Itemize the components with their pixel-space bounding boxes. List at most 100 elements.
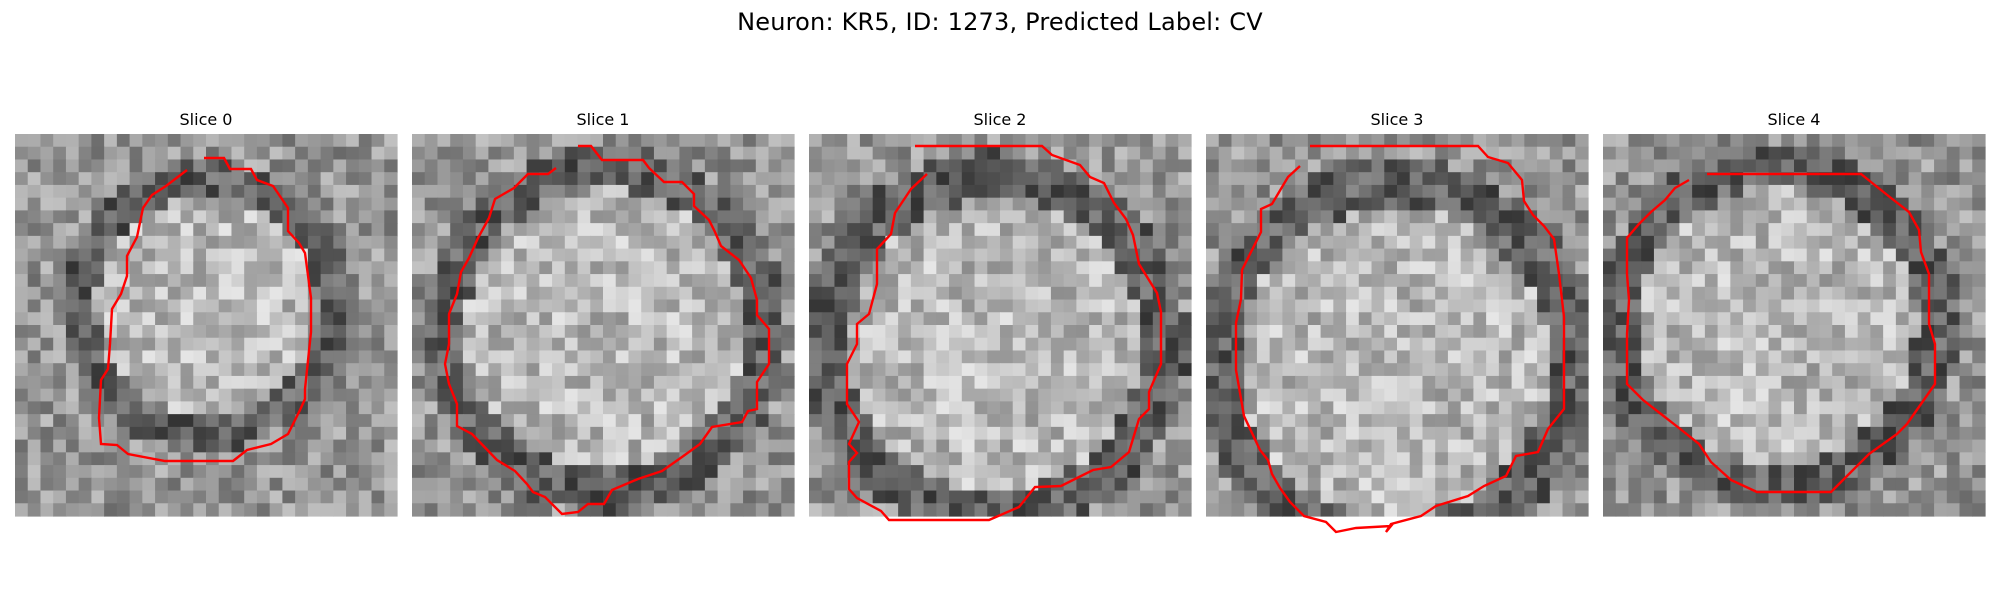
image-pixel	[27, 439, 42, 453]
image-pixel	[1165, 477, 1179, 492]
image-pixel	[666, 184, 680, 199]
image-pixel	[1371, 134, 1385, 148]
image-pixel	[1307, 363, 1322, 377]
image-pixel	[206, 223, 220, 237]
image-pixel	[155, 286, 169, 301]
image-pixel	[1524, 248, 1538, 262]
image-pixel	[704, 426, 719, 441]
image-pixel	[1794, 197, 1808, 211]
image-pixel	[1101, 146, 1116, 161]
image-pixel	[539, 197, 553, 211]
image-pixel	[1256, 312, 1271, 326]
image-pixel	[1447, 299, 1462, 313]
image-pixel	[923, 146, 937, 161]
image-pixel	[615, 312, 630, 326]
image-pixel	[1946, 350, 1961, 364]
image-pixel	[552, 235, 566, 250]
image-pixel	[1358, 146, 1373, 161]
image-pixel	[564, 401, 579, 415]
image-pixel	[180, 375, 194, 390]
image-pixel	[1178, 312, 1192, 326]
image-pixel	[1307, 299, 1322, 313]
image-pixel	[1934, 210, 1948, 224]
image-pixel	[1140, 286, 1154, 301]
image-pixel	[1089, 503, 1103, 517]
image-pixel	[1549, 439, 1564, 453]
image-pixel	[1025, 414, 1039, 428]
image-pixel	[653, 452, 668, 466]
image-pixel	[1653, 134, 1668, 148]
image-pixel	[1972, 325, 1986, 339]
image-pixel	[1152, 223, 1167, 237]
image-pixel	[1320, 146, 1334, 161]
image-pixel	[256, 426, 271, 441]
image-pixel	[155, 159, 169, 173]
image-pixel	[590, 363, 604, 377]
image-pixel	[1498, 337, 1513, 352]
image-pixel	[1562, 337, 1576, 352]
image-pixel	[847, 465, 861, 479]
image-pixel	[679, 401, 693, 415]
image-pixel	[1012, 414, 1027, 428]
image-pixel	[1806, 184, 1821, 199]
image-pixel	[834, 286, 848, 301]
image-pixel	[320, 235, 334, 250]
image-pixel	[961, 477, 976, 492]
image-pixel	[1524, 490, 1538, 504]
image-pixel	[282, 439, 296, 453]
image-pixel	[65, 503, 80, 517]
image-pixel	[1231, 184, 1245, 199]
image-pixel	[692, 223, 706, 237]
image-pixel	[936, 337, 950, 352]
image-pixel	[526, 465, 540, 479]
image-pixel	[1244, 465, 1258, 479]
image-pixel	[666, 375, 680, 390]
image-pixel	[15, 235, 29, 250]
image-pixel	[1152, 274, 1167, 288]
image-pixel	[1972, 350, 1986, 364]
image-pixel	[206, 452, 220, 466]
image-pixel	[1231, 248, 1245, 262]
image-pixel	[1206, 337, 1220, 352]
image-pixel	[1743, 146, 1757, 161]
image-pixel	[834, 184, 848, 199]
image-pixel	[1063, 210, 1077, 224]
image-pixel	[1537, 235, 1551, 250]
image-pixel	[167, 388, 182, 402]
image-pixel	[15, 261, 29, 275]
image-pixel	[282, 172, 296, 186]
image-pixel	[1486, 426, 1500, 441]
image-pixel	[1000, 452, 1014, 466]
image-pixel	[1114, 477, 1128, 492]
image-pixel	[180, 134, 194, 148]
image-pixel	[1704, 248, 1719, 262]
image-pixel	[1679, 172, 1693, 186]
image-pixel	[1244, 337, 1258, 352]
image-pixel	[91, 350, 105, 364]
image-pixel	[1895, 337, 1910, 352]
image-pixel	[193, 172, 207, 186]
image-pixel	[1908, 172, 1922, 186]
image-pixel	[1615, 363, 1630, 377]
image-pixel	[371, 261, 385, 275]
image-pixel	[1692, 490, 1706, 504]
image-pixel	[1603, 159, 1617, 173]
image-pixel	[462, 363, 477, 377]
image-pixel	[1679, 146, 1693, 161]
image-pixel	[282, 286, 296, 301]
image-pixel	[1384, 401, 1398, 415]
image-pixel	[155, 465, 169, 479]
image-pixel	[1282, 439, 1296, 453]
image-pixel	[1114, 503, 1128, 517]
image-pixel	[577, 134, 591, 148]
image-pixel	[949, 426, 963, 441]
image-pixel	[1575, 401, 1589, 415]
image-pixel	[1422, 426, 1436, 441]
image-pixel	[424, 248, 439, 262]
image-pixel	[692, 375, 706, 390]
image-pixel	[1895, 286, 1910, 301]
image-pixel	[307, 146, 322, 161]
image-pixel	[539, 363, 553, 377]
image-pixel	[1844, 337, 1859, 352]
image-pixel	[244, 286, 258, 301]
